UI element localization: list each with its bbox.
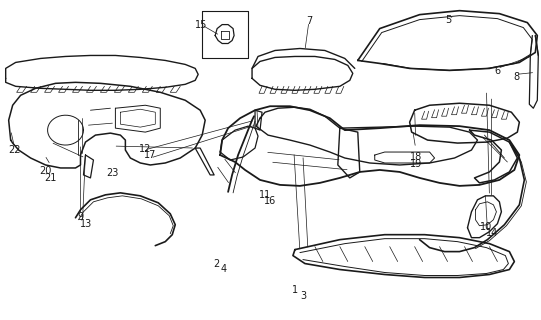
Text: 4: 4	[221, 264, 227, 274]
Text: 14: 14	[486, 228, 498, 238]
Text: 9: 9	[77, 212, 84, 222]
Text: 15: 15	[195, 20, 208, 29]
Text: 11: 11	[259, 190, 271, 200]
Text: 22: 22	[9, 146, 21, 156]
Text: 7: 7	[306, 16, 313, 27]
Text: 16: 16	[265, 196, 276, 206]
Text: 8: 8	[513, 72, 519, 82]
Text: 1: 1	[292, 285, 298, 295]
Text: 19: 19	[410, 159, 423, 169]
Text: 5: 5	[445, 15, 452, 25]
Text: 23: 23	[107, 168, 119, 178]
Text: 17: 17	[144, 150, 156, 160]
Text: 6: 6	[494, 66, 500, 76]
Text: 20: 20	[39, 165, 51, 175]
Text: 13: 13	[80, 219, 92, 229]
Text: 3: 3	[300, 291, 306, 301]
Text: 21: 21	[44, 172, 56, 182]
Text: 10: 10	[480, 222, 492, 232]
Text: 2: 2	[213, 259, 220, 268]
Text: 12: 12	[138, 144, 151, 154]
Text: 18: 18	[410, 152, 423, 162]
